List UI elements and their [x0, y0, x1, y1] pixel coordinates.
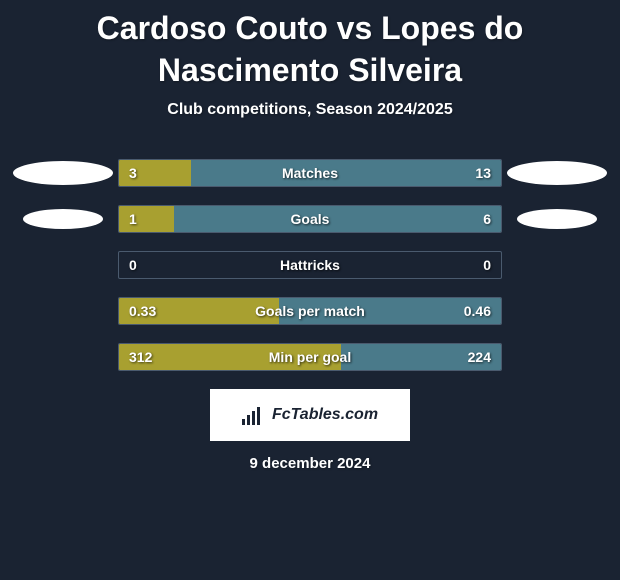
- right-avatar-slot: [502, 209, 612, 229]
- stat-bar: 0 0 Hattricks: [118, 251, 502, 279]
- stat-label: Matches: [282, 165, 338, 181]
- logo-text: FcTables.com: [272, 406, 378, 424]
- player-avatar-right: [517, 209, 597, 229]
- stat-value-right: 0.46: [464, 303, 491, 319]
- player-avatar-right: [507, 161, 607, 185]
- stat-bar: 1 6 Goals: [118, 205, 502, 233]
- stat-bar: 312 224 Min per goal: [118, 343, 502, 371]
- snapshot-date: 9 december 2024: [0, 455, 620, 472]
- stat-row: 0.33 0.46 Goals per match: [8, 297, 612, 325]
- stat-row: 312 224 Min per goal: [8, 343, 612, 371]
- bar-right-fill: [191, 160, 501, 186]
- stat-row: 0 0 Hattricks: [8, 251, 612, 279]
- left-avatar-slot: [8, 209, 118, 229]
- bar-right-fill: [174, 206, 501, 232]
- left-avatar-slot: [8, 161, 118, 185]
- stat-bar: 0.33 0.46 Goals per match: [118, 297, 502, 325]
- stat-row: 1 6 Goals: [8, 205, 612, 233]
- stat-value-left: 312: [129, 349, 152, 365]
- stat-label: Min per goal: [269, 349, 351, 365]
- player-avatar-left: [13, 161, 113, 185]
- stat-value-right: 13: [475, 165, 491, 181]
- stat-value-left: 3: [129, 165, 137, 181]
- stat-row: 3 13 Matches: [8, 159, 612, 187]
- stat-value-left: 0.33: [129, 303, 156, 319]
- player-avatar-left: [23, 209, 103, 229]
- stat-value-right: 224: [468, 349, 491, 365]
- comparison-title: Cardoso Couto vs Lopes do Nascimento Sil…: [0, 0, 620, 91]
- stat-value-left: 0: [129, 257, 137, 273]
- stat-label: Goals per match: [255, 303, 365, 319]
- stats-section: 3 13 Matches 1 6 Goals 0 0 Hattricks 0.33 0.46 Goal…: [0, 159, 620, 371]
- stat-value-right: 0: [483, 257, 491, 273]
- stat-label: Goals: [291, 211, 330, 227]
- right-avatar-slot: [502, 161, 612, 185]
- stat-label: Hattricks: [280, 257, 340, 273]
- fctables-logo[interactable]: FcTables.com: [210, 389, 410, 441]
- stat-value-right: 6: [483, 211, 491, 227]
- bar-left-fill: [119, 206, 174, 232]
- stat-bar: 3 13 Matches: [118, 159, 502, 187]
- comparison-subtitle: Club competitions, Season 2024/2025: [0, 101, 620, 119]
- bar-chart-icon: [242, 405, 266, 425]
- stat-value-left: 1: [129, 211, 137, 227]
